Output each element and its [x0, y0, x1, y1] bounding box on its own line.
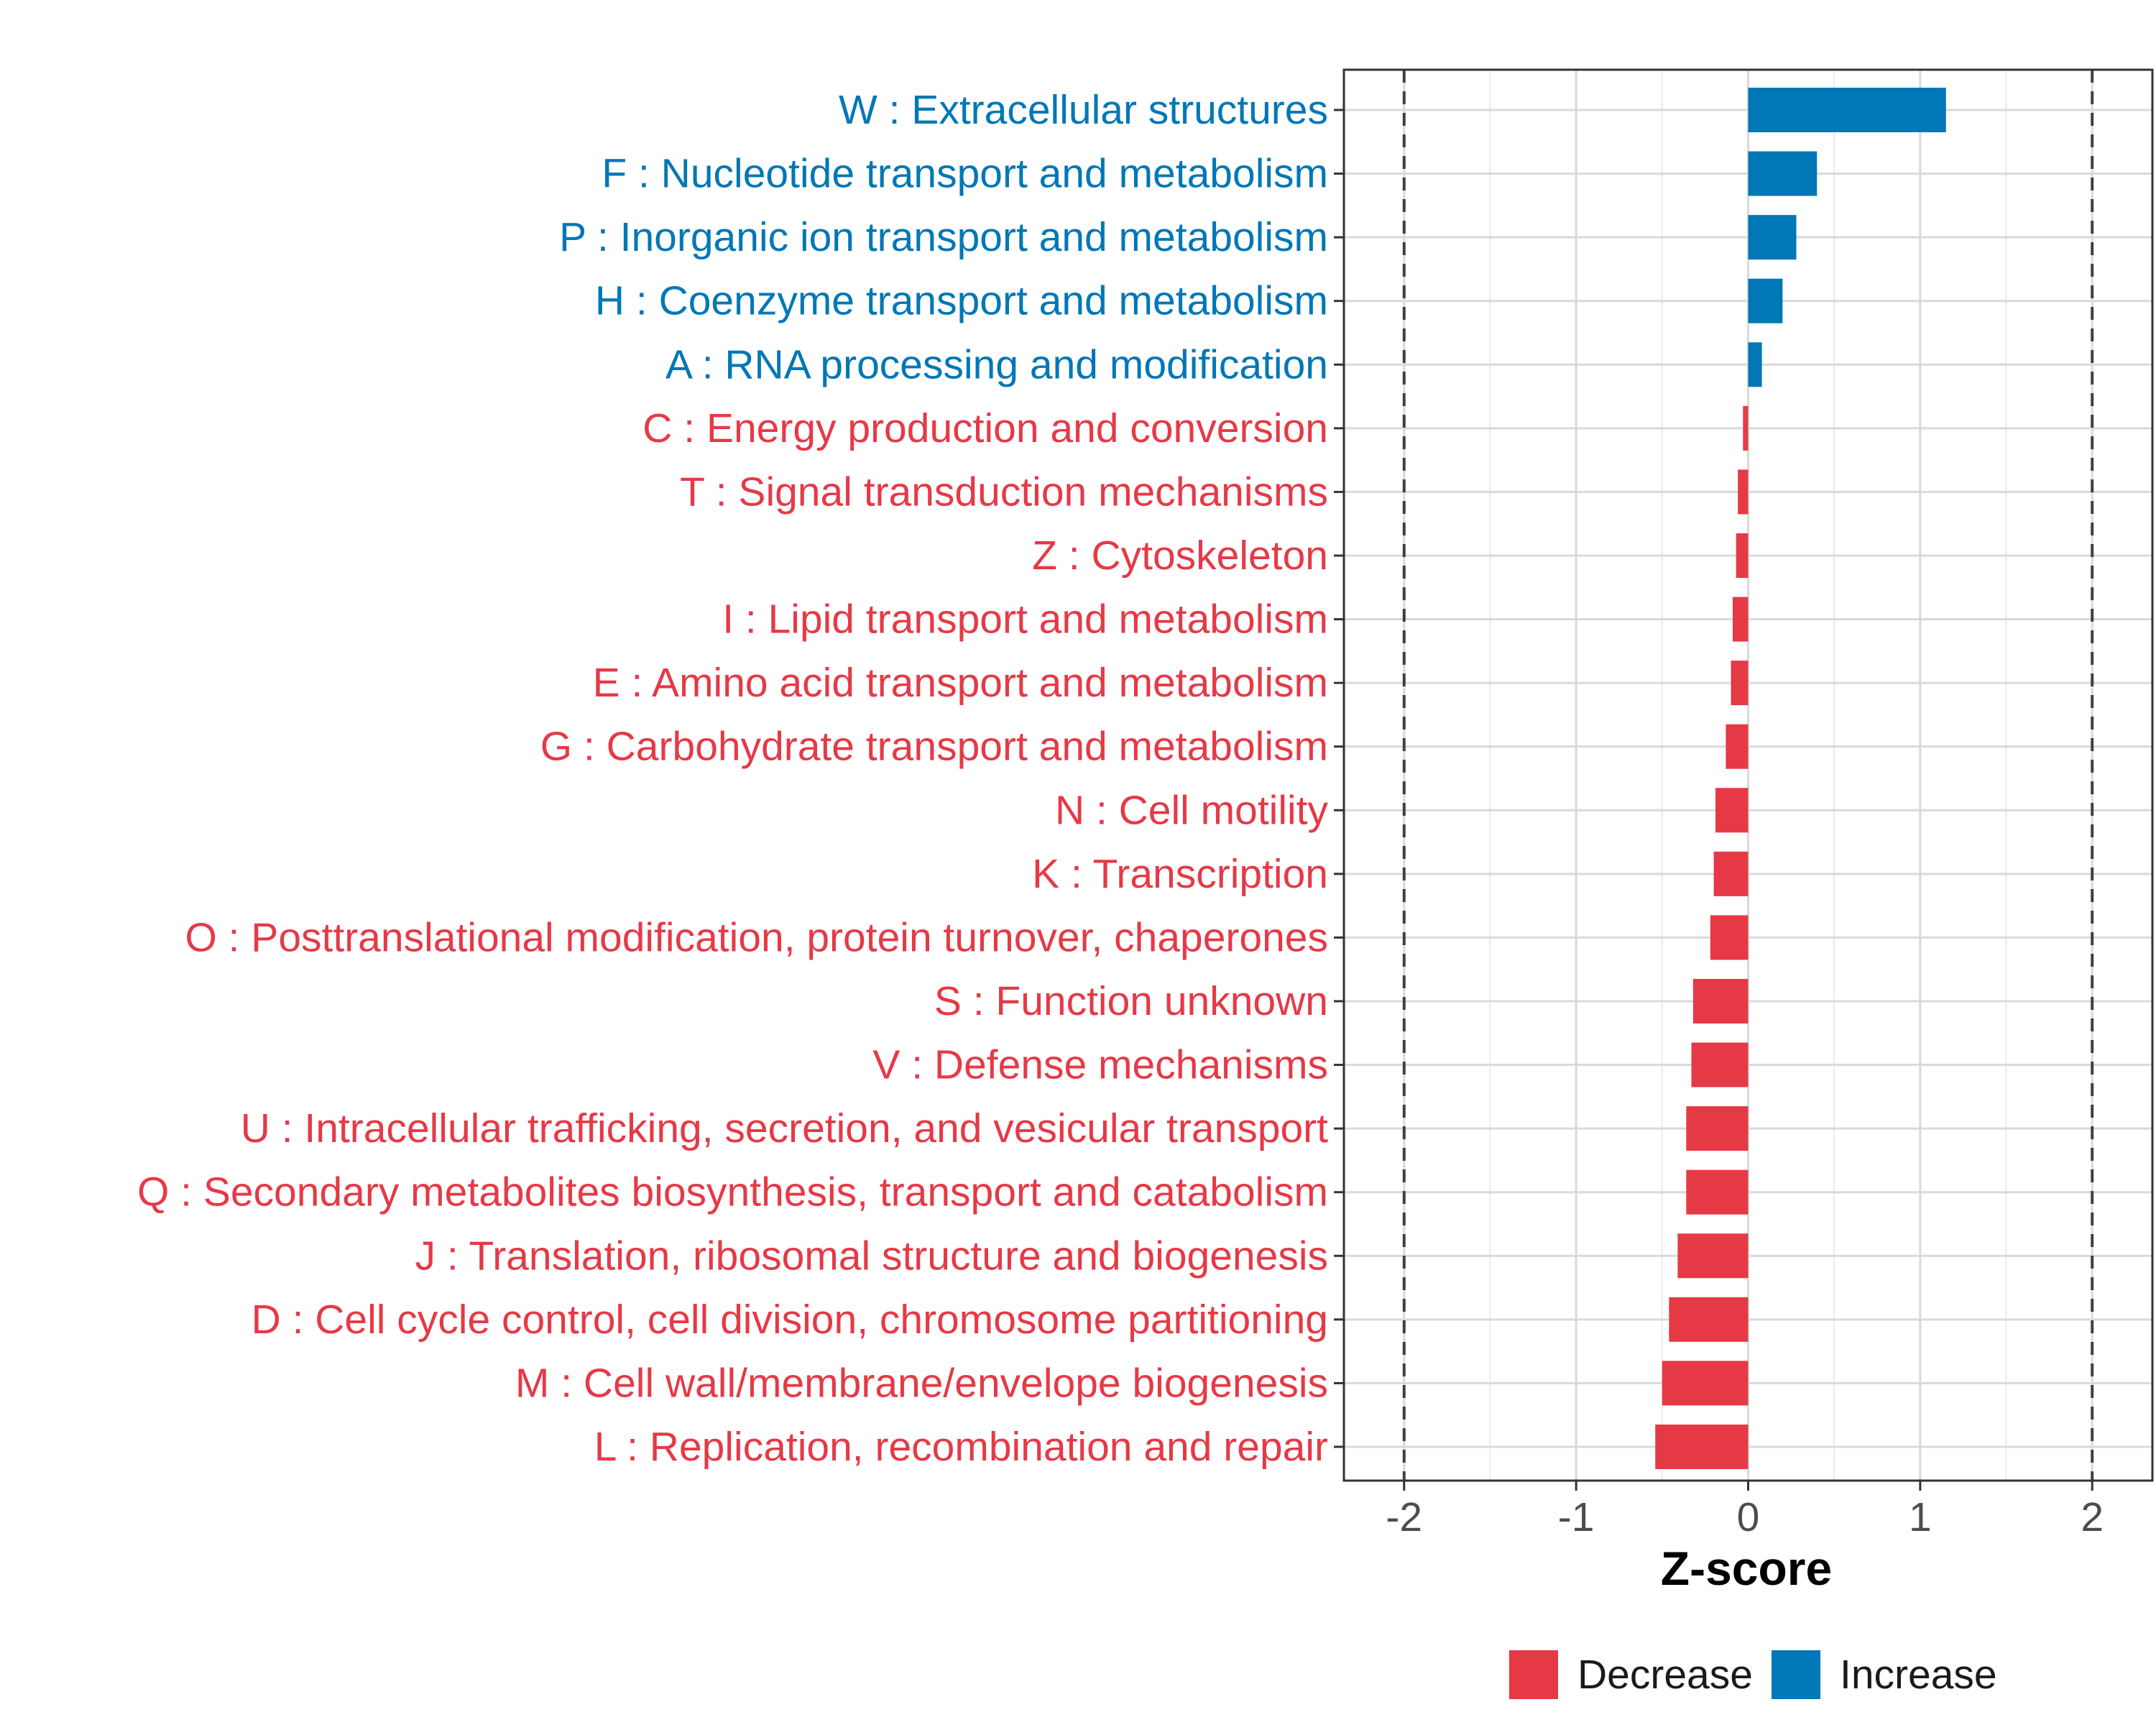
bar: [1748, 215, 1797, 260]
y-axis-ticks: [1334, 109, 1344, 1448]
category-label: S : Function unknown: [934, 978, 1328, 1024]
category-label: J : Translation, ribosomal structure and…: [415, 1233, 1328, 1279]
bar: [1655, 1424, 1749, 1469]
bar: [1662, 1361, 1749, 1406]
x-axis-ticks: [1403, 1481, 2093, 1491]
bar: [1748, 88, 1946, 132]
bar: [1715, 788, 1749, 833]
legend: Decrease Increase: [1509, 1650, 1997, 1699]
bar: [1736, 533, 1749, 578]
category-labels: W : Extracellular structures F : Nucleoti…: [137, 87, 1329, 1470]
bar: [1713, 851, 1749, 896]
bar: [1748, 151, 1818, 196]
category-label: Z : Cytoskeleton: [1032, 533, 1328, 579]
bar: [1686, 1169, 1749, 1215]
bar: [1691, 1042, 1749, 1087]
x-axis-tick-labels: -2 -1 0 1 2: [1386, 1494, 2104, 1540]
bar: [1677, 1233, 1749, 1279]
bar: [1692, 978, 1749, 1024]
category-label: O : Posttranslational modification, prot…: [185, 914, 1328, 960]
x-tick-label: -1: [1558, 1494, 1595, 1540]
category-label: M : Cell wall/membrane/envelope biogenes…: [515, 1360, 1328, 1406]
bar: [1738, 469, 1749, 515]
category-label: Q : Secondary metabolites biosynthesis, …: [137, 1169, 1328, 1215]
x-tick-label: 0: [1737, 1494, 1760, 1540]
bar: [1748, 342, 1762, 387]
x-axis-title: Z-score: [1661, 1542, 1832, 1595]
category-label: C : Energy production and conversion: [642, 405, 1328, 451]
category-label: K : Transcription: [1032, 851, 1328, 897]
category-label: G : Carbohydrate transport and metabolis…: [540, 724, 1328, 770]
category-label: U : Intracellular trafficking, secretion…: [241, 1105, 1328, 1151]
bar: [1731, 661, 1749, 706]
legend-label: Increase: [1840, 1652, 1997, 1698]
bar: [1748, 278, 1783, 323]
category-label: W : Extracellular structures: [839, 87, 1328, 133]
category-label: A : RNA processing and modification: [665, 341, 1328, 387]
bar: [1710, 915, 1749, 960]
category-label: H : Coenzyme transport and metabolism: [595, 278, 1328, 324]
bar: [1732, 597, 1749, 642]
bar: [1726, 724, 1749, 769]
x-tick-label: -2: [1386, 1494, 1422, 1540]
legend-label: Decrease: [1577, 1652, 1753, 1698]
category-label: P : Inorganic ion transport and metaboli…: [559, 214, 1328, 260]
category-label: E : Amino acid transport and metabolism: [593, 660, 1328, 706]
category-label: T : Signal transduction mechanisms: [680, 469, 1328, 515]
bar: [1686, 1106, 1749, 1151]
bar: [1669, 1297, 1749, 1342]
bar: [1743, 405, 1749, 451]
category-label: L : Replication, recombination and repai…: [594, 1424, 1328, 1470]
reference-lines: [1402, 70, 2094, 1481]
legend-key: [1772, 1650, 1820, 1699]
category-label: D : Cell cycle control, cell division, c…: [252, 1297, 1328, 1343]
x-tick-label: 2: [2081, 1494, 2104, 1540]
category-label: F : Nucleotide transport and metabolism: [602, 151, 1328, 197]
category-label: I : Lipid transport and metabolism: [722, 597, 1328, 643]
bars: [1655, 88, 1946, 1469]
legend-key: [1509, 1650, 1558, 1699]
category-label: V : Defense mechanisms: [872, 1042, 1328, 1088]
category-label: N : Cell motility: [1055, 787, 1329, 833]
x-tick-label: 1: [1909, 1494, 1932, 1540]
